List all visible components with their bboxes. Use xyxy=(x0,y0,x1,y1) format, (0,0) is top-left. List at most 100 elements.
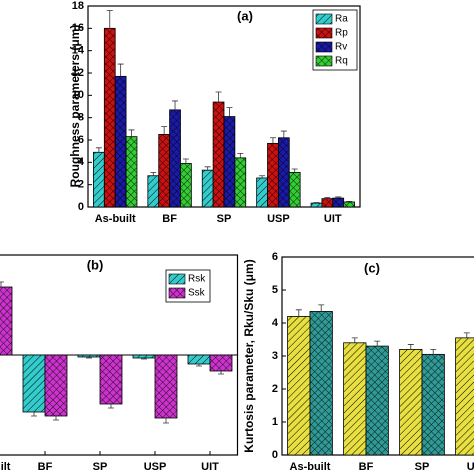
x-tick-label: UIT xyxy=(201,461,219,473)
error-bar xyxy=(150,171,157,176)
bar-pattern xyxy=(202,170,214,207)
bar-group xyxy=(277,137,290,208)
bar-group xyxy=(125,136,138,208)
error-bar xyxy=(141,358,147,360)
bar-pattern xyxy=(210,355,232,371)
y-tick-label: 12 xyxy=(72,67,84,79)
bar-pattern xyxy=(104,28,116,208)
y-tick-label: 6 xyxy=(78,134,84,146)
bar-group xyxy=(22,354,46,413)
error-bar xyxy=(269,137,276,144)
error-bar xyxy=(318,304,325,312)
bar-group xyxy=(77,354,101,358)
error-bar xyxy=(215,91,222,103)
error-bar xyxy=(335,196,342,199)
error-bar xyxy=(163,418,169,424)
bar-group xyxy=(187,354,211,365)
bar-group xyxy=(343,201,355,208)
legend-label: Ra xyxy=(335,14,348,25)
y-tick-label: 0 xyxy=(272,449,278,461)
bar-group xyxy=(154,354,178,419)
bar-pattern xyxy=(267,143,279,207)
y-tick-label: 10 xyxy=(72,89,84,101)
bar-pattern xyxy=(422,354,445,455)
x-tick-label: USP xyxy=(467,461,474,473)
error-bar xyxy=(172,100,179,110)
y-tick-label: 3 xyxy=(272,350,278,362)
legend-swatch-pattern xyxy=(316,42,332,52)
x-tick-label: As-built xyxy=(0,461,11,473)
bar-pattern xyxy=(278,137,290,207)
legend-swatch-pattern xyxy=(316,14,332,24)
bar-group xyxy=(309,311,333,456)
y-axis-label: Roughness parameters (μm) xyxy=(68,25,82,188)
bar-pattern xyxy=(23,355,45,412)
bar-pattern xyxy=(158,134,170,207)
y-tick-label: 16 xyxy=(72,22,84,34)
y-tick-label: 8 xyxy=(78,112,84,124)
bar-pattern xyxy=(188,355,210,364)
bar-group xyxy=(256,177,268,208)
x-tick-label: As-built xyxy=(290,461,331,473)
bar-pattern xyxy=(126,136,137,207)
error-bar xyxy=(161,126,168,135)
error-bar xyxy=(31,412,37,417)
legend-swatch-pattern xyxy=(169,288,185,298)
error-bar xyxy=(53,416,59,421)
bar-group xyxy=(132,354,156,359)
error-bar xyxy=(95,147,102,153)
error-bar xyxy=(324,197,331,199)
bar-group xyxy=(234,157,247,208)
bar-group xyxy=(343,342,367,456)
bar-group xyxy=(0,286,13,356)
bar-pattern xyxy=(343,342,366,455)
bar-pattern xyxy=(115,76,127,207)
x-tick-label: SP xyxy=(93,461,108,473)
bar-pattern xyxy=(287,316,310,455)
error-bar xyxy=(182,158,189,164)
bar-group xyxy=(158,134,171,208)
bar-group xyxy=(321,198,334,208)
bar-pattern xyxy=(289,172,301,207)
legend-label: Rsk xyxy=(188,274,206,285)
bar-pattern xyxy=(133,355,155,358)
x-tick-label: SP xyxy=(217,213,232,225)
error-bar xyxy=(218,371,224,375)
bar-group xyxy=(365,345,389,456)
bar-group xyxy=(288,171,301,208)
x-tick-label: BF xyxy=(359,461,374,473)
y-tick-label: 5 xyxy=(272,284,278,296)
x-tick-label: USP xyxy=(267,213,290,225)
bar-pattern xyxy=(310,311,333,455)
chart-title: (c) xyxy=(364,260,380,275)
bar-pattern xyxy=(100,355,122,404)
x-tick-label: As-built xyxy=(95,213,136,225)
chart-title: (a) xyxy=(237,8,253,23)
legend-label: Rv xyxy=(335,42,347,53)
bar-group xyxy=(44,354,68,417)
bar-pattern xyxy=(234,157,246,207)
error-bar xyxy=(313,202,320,204)
bar-pattern xyxy=(366,346,389,455)
y-tick-label: 1 xyxy=(272,416,278,428)
bar-group xyxy=(212,101,225,208)
error-bar xyxy=(295,309,302,317)
bar-pattern xyxy=(213,102,224,207)
bar-group xyxy=(287,315,311,456)
x-tick-label: USP xyxy=(144,461,167,473)
bar-pattern xyxy=(256,177,268,207)
bar-group xyxy=(310,202,323,208)
bar-pattern xyxy=(0,287,12,355)
y-tick-label: 2 xyxy=(78,179,84,191)
error-bar xyxy=(407,344,414,350)
error-bar xyxy=(0,281,4,287)
bar-group xyxy=(399,348,423,456)
error-bar xyxy=(237,153,244,158)
legend-swatch-pattern xyxy=(169,274,185,284)
error-bar xyxy=(86,357,92,359)
y-tick-label: 18 xyxy=(72,0,84,12)
bar-pattern xyxy=(399,349,422,455)
x-tick-label: BF xyxy=(162,213,177,225)
legend-swatch-pattern xyxy=(316,56,332,66)
bar-group xyxy=(103,27,116,208)
